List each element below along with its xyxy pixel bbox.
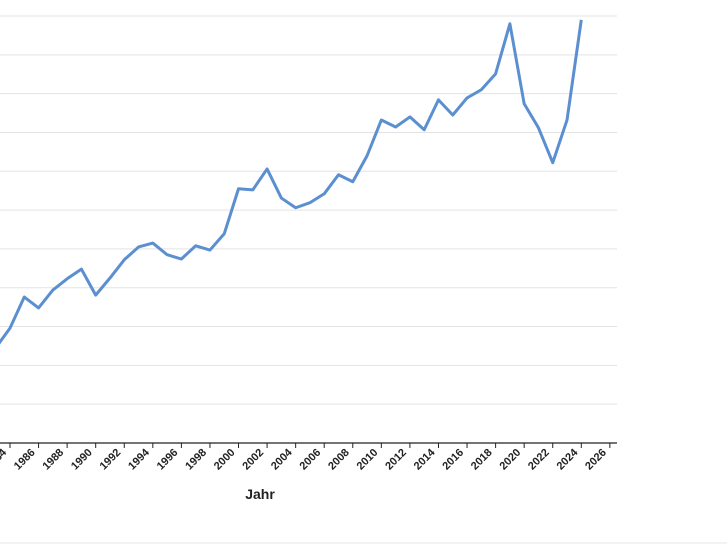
x-tick-label: 2014 — [412, 446, 438, 472]
x-tick-label: 2002 — [240, 447, 266, 473]
x-tick-label: 1986 — [12, 447, 38, 473]
x-tick-label: 2020 — [497, 447, 523, 473]
x-tick-label: 1988 — [40, 447, 66, 473]
data-line — [0, 19, 583, 345]
x-tick-label: 1992 — [98, 447, 124, 473]
x-tick-label: 2006 — [298, 447, 324, 473]
x-tick-label: 1998 — [183, 447, 209, 473]
x-tick-label: 2000 — [212, 447, 238, 473]
x-axis-label: Jahr — [245, 486, 275, 502]
x-tick-label: 2012 — [383, 447, 409, 473]
x-tick-label: 1990 — [69, 447, 95, 473]
x-tick-label: 2022 — [526, 447, 552, 473]
x-tick-label: 2024 — [555, 446, 581, 472]
x-tick-label: 1994 — [126, 446, 152, 472]
x-tick-label: 2018 — [469, 447, 495, 473]
x-tick-label: 2004 — [269, 446, 295, 472]
x-tick-label: 1984 — [0, 446, 10, 472]
x-tick-label: 2016 — [440, 447, 466, 473]
x-tick-label: 2026 — [583, 447, 609, 473]
x-tick-label: 1996 — [155, 447, 181, 473]
x-tick-label: 2008 — [326, 447, 352, 473]
x-tick-label: 2010 — [355, 447, 381, 473]
